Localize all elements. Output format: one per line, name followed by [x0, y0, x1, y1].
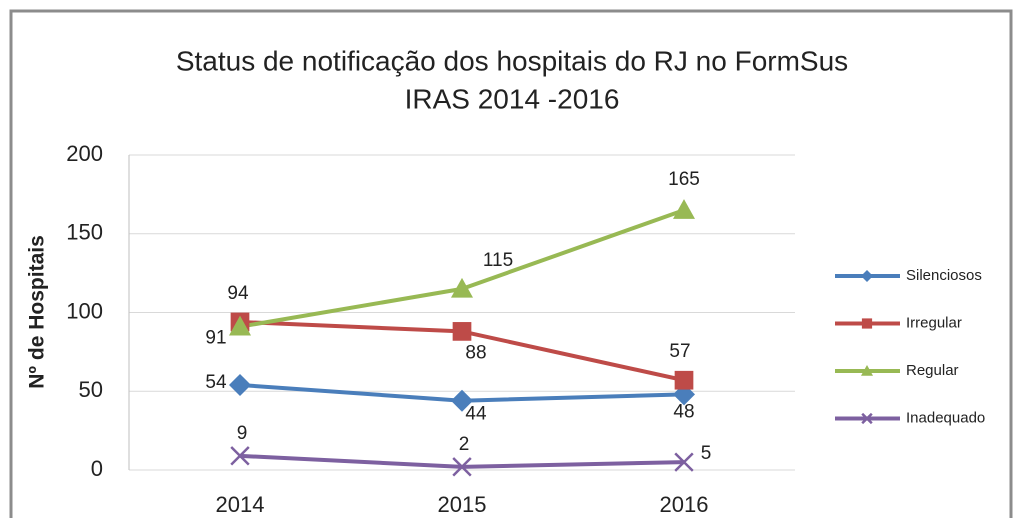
y-tick-label: 200 [66, 141, 103, 166]
legend-label: Regular [906, 362, 959, 379]
y-tick-label: 150 [66, 220, 103, 245]
data-label: 115 [483, 250, 513, 271]
data-label: 165 [668, 169, 700, 190]
marker [451, 389, 473, 412]
marker [452, 322, 472, 341]
x-tick-label: 2015 [438, 492, 487, 517]
frame [9, 9, 1013, 518]
chart-subtitle: IRAS 2014 -2016 [405, 83, 620, 114]
data-label: 9 [237, 423, 248, 444]
legend-marker [861, 365, 873, 376]
legend-label: Inadequado [906, 409, 985, 426]
data-label: 57 [669, 341, 690, 362]
marker [451, 277, 473, 298]
x-tick-label: 2016 [660, 492, 709, 517]
marker [673, 199, 695, 219]
data-label: 5 [701, 443, 712, 464]
data-label: 54 [205, 372, 227, 393]
y-tick-label: 100 [66, 298, 103, 323]
data-label: 48 [673, 401, 694, 422]
marker [674, 452, 694, 472]
y-tick-label: 0 [91, 456, 103, 481]
marker [229, 373, 251, 396]
legend-marker [861, 270, 873, 282]
data-label: 2 [459, 434, 470, 455]
data-label: 91 [205, 328, 226, 349]
y-tick-label: 50 [79, 377, 103, 402]
legend-label: Silenciosos [906, 267, 982, 284]
data-label: 94 [227, 283, 249, 304]
marker [674, 370, 694, 390]
marker [452, 457, 472, 477]
legend-marker [861, 412, 873, 425]
marker [230, 446, 250, 466]
y-axis-label: Nº de Hospitais [26, 235, 49, 389]
x-tick-label: 2014 [216, 492, 265, 517]
chart-title: Status de notificação dos hospitais do R… [176, 45, 848, 76]
data-label: 88 [465, 342, 486, 363]
series-line [239, 208, 685, 329]
marker [229, 315, 251, 336]
legend-label: Irregular [906, 314, 962, 331]
data-label: 44 [465, 404, 487, 425]
legend-marker [861, 318, 873, 329]
